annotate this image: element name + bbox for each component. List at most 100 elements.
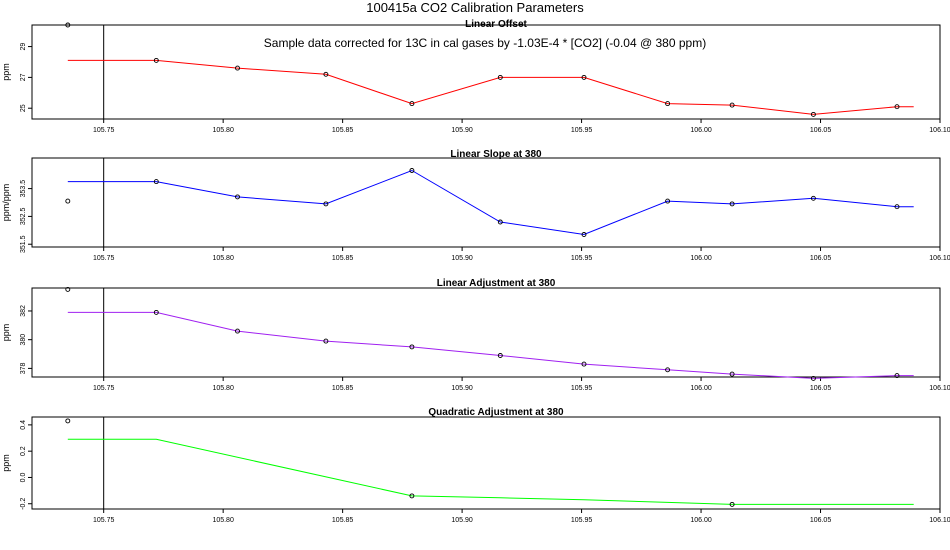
series-line <box>67 59 914 115</box>
x-tick-label: 105.75 <box>93 385 115 392</box>
y-tick-label: 352.5 <box>20 208 27 226</box>
data-point <box>810 195 816 201</box>
x-tick-label: 106.10 <box>929 255 950 262</box>
chart-panel-4: Quadratic Adjustment at 380 ppm 105.75 105.… <box>1 407 950 524</box>
chart-panel-1: Linear Offset ppm Sample data corrected fo… <box>1 19 950 134</box>
x-tick-label: 106.00 <box>690 255 712 262</box>
x-tick-label: 105.80 <box>212 255 234 262</box>
x-tick-label: 105.80 <box>212 127 234 134</box>
data-point <box>497 74 503 80</box>
y-tick-label: 0.4 <box>20 420 27 430</box>
panel-title: Linear Slope at 380 <box>450 149 542 160</box>
plot-frame <box>31 416 941 510</box>
x-tick-label: 106.10 <box>929 517 950 524</box>
panel-title: Linear Adjustment at 380 <box>437 278 556 289</box>
x-tick-label: 105.95 <box>571 127 593 134</box>
plot-frame <box>31 287 941 378</box>
y-tick-label: -0.2 <box>20 498 27 510</box>
panel-annotation: Sample data corrected for 13C in cal gas… <box>264 36 706 50</box>
data-point <box>810 111 816 117</box>
x-tick-label: 105.90 <box>451 255 473 262</box>
data-point <box>409 493 415 499</box>
y-tick-label: 27 <box>20 73 27 81</box>
data-point <box>665 367 671 373</box>
x-tick-label: 105.85 <box>332 255 354 262</box>
x-tick-label: 105.85 <box>332 385 354 392</box>
y-tick-label: 0.0 <box>20 472 27 482</box>
x-tick-label: 105.95 <box>571 255 593 262</box>
y-axis-label: ppm/ppm <box>1 184 11 222</box>
data-point <box>153 179 159 185</box>
y-axis-label: ppm <box>1 324 11 342</box>
data-point <box>323 201 329 207</box>
data-point <box>729 371 735 377</box>
data-point <box>65 198 71 204</box>
data-point <box>65 418 71 424</box>
x-tick-label: 105.90 <box>451 385 473 392</box>
series-line <box>67 169 914 236</box>
data-point <box>581 74 587 80</box>
data-point <box>235 194 240 200</box>
x-tick-label: 106.00 <box>690 517 712 524</box>
data-point <box>729 102 735 108</box>
y-tick-label: 382 <box>20 305 27 317</box>
y-axis-label: ppm <box>1 454 11 472</box>
x-tick-label: 106.05 <box>810 255 832 262</box>
y-tick-label: 29 <box>20 43 27 51</box>
data-point <box>729 201 735 207</box>
y-tick-label: 351.5 <box>20 235 27 253</box>
x-tick-label: 106.10 <box>929 127 950 134</box>
data-point <box>894 104 900 110</box>
data-point <box>323 71 329 77</box>
data-point <box>497 353 503 358</box>
data-point <box>153 309 159 315</box>
y-axis-label: ppm <box>1 63 11 81</box>
x-tick-label: 106.10 <box>929 385 950 392</box>
data-point <box>894 373 900 379</box>
x-tick-label: 106.00 <box>690 127 712 134</box>
plot-frame <box>31 157 941 248</box>
chart-panel-2: Linear Slope at 380 ppm/ppm 105.75 105.80 10… <box>1 149 950 262</box>
data-point <box>235 65 240 71</box>
data-point <box>409 168 415 173</box>
panel-title: Quadratic Adjustment at 380 <box>428 407 564 418</box>
y-tick-label: 380 <box>20 334 27 346</box>
data-point <box>497 219 503 225</box>
x-tick-label: 106.05 <box>810 385 832 392</box>
data-point <box>665 101 671 107</box>
x-tick-label: 106.05 <box>810 517 832 524</box>
data-point <box>810 375 816 381</box>
x-tick-label: 106.00 <box>690 385 712 392</box>
data-point <box>153 57 159 63</box>
data-point <box>729 501 735 507</box>
x-tick-label: 105.90 <box>451 517 473 524</box>
x-tick-label: 105.95 <box>571 517 593 524</box>
y-tick-label: 353.5 <box>20 180 27 198</box>
x-tick-label: 105.85 <box>332 517 354 524</box>
data-point <box>323 338 329 344</box>
x-tick-label: 105.80 <box>212 517 234 524</box>
chart-panel-3: Linear Adjustment at 380 ppm 105.75 105.80 1… <box>1 278 950 392</box>
data-point <box>581 361 587 367</box>
x-tick-label: 105.95 <box>571 385 593 392</box>
x-tick-label: 105.75 <box>93 255 115 262</box>
y-tick-label: 0.2 <box>20 446 27 456</box>
series-line <box>67 438 914 505</box>
data-point <box>409 101 415 107</box>
x-tick-label: 105.85 <box>332 127 354 134</box>
x-tick-label: 105.80 <box>212 385 234 392</box>
figure-title: 100415a CO2 Calibration Parameters <box>366 0 584 15</box>
x-tick-label: 105.90 <box>451 127 473 134</box>
plot-frame <box>31 24 941 120</box>
data-point <box>65 286 71 292</box>
data-point <box>894 204 900 210</box>
x-tick-label: 105.75 <box>93 127 115 134</box>
data-point <box>581 232 587 237</box>
y-tick-label: 378 <box>20 362 27 374</box>
x-tick-label: 105.75 <box>93 517 115 524</box>
data-point <box>65 22 71 28</box>
panel-title: Linear Offset <box>465 19 527 30</box>
data-point <box>665 198 671 204</box>
series-line <box>67 311 914 379</box>
